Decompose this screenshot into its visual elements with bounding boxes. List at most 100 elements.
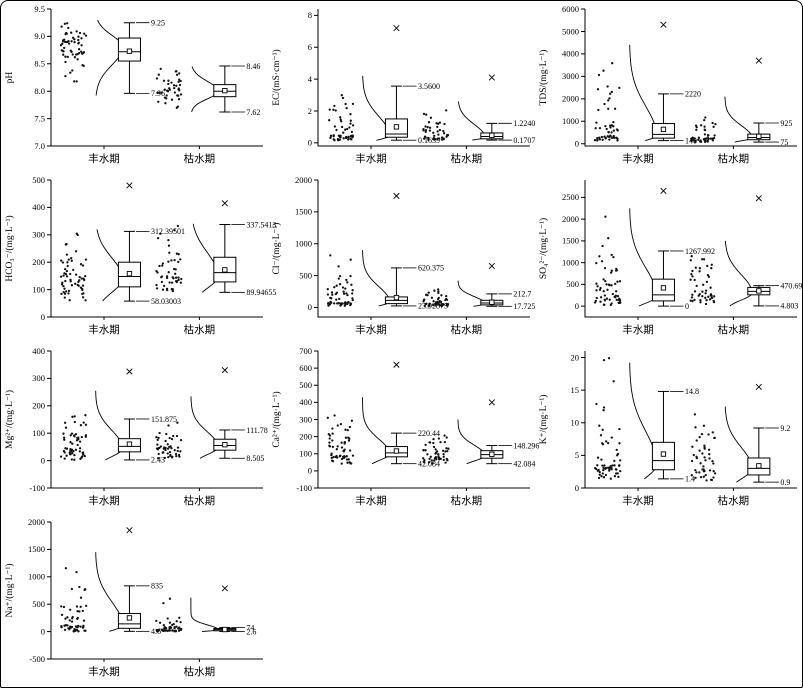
so4-dry-scatter-point	[698, 267, 702, 270]
ph-chart-svg: 7.07.58.08.59.09.5pH丰水期9.257.96枯水期8.467.…	[5, 4, 263, 165]
ec-ylabel: EC/(mS·cm⁻¹)	[271, 49, 282, 105]
k-wet-scatter-point	[603, 464, 606, 467]
hco3-wet-scatter-point	[77, 284, 80, 287]
mg-dry-scatter-point	[156, 443, 159, 446]
ph-wet-scatter-point	[75, 30, 78, 33]
ca-wet-scatter-point	[341, 455, 345, 459]
ph-wet-scatter-point	[62, 50, 65, 53]
cl-wet-scatter-point	[338, 297, 341, 301]
ca-wet-whisker-high-value: 220.44	[418, 429, 440, 438]
ca-wet-scatter-point	[336, 445, 339, 448]
mg-dry-scatter-point	[173, 449, 176, 452]
cl-dry-scatter-point	[432, 300, 435, 303]
hco3-dry-scatter-point	[168, 251, 171, 254]
ec-dry-category-label: 枯水期	[451, 152, 483, 165]
mg-ytick-label: 300	[32, 373, 45, 383]
ca-ylabel: Ca²⁺/(mg·L⁻¹)	[271, 391, 282, 447]
hco3-dry-scatter-point	[161, 288, 165, 291]
so4-wet-scatter-point	[614, 282, 617, 286]
ec-wet-scatter-point	[333, 104, 336, 108]
hco3-wet-scatter-point	[78, 279, 81, 282]
so4-dry-scatter-point	[709, 286, 712, 289]
ca-wet-scatter-point	[328, 437, 331, 440]
ca-wet-scatter-point	[331, 432, 334, 435]
ph-wet-scatter-point	[61, 40, 65, 43]
so4-wet-scatter-point	[601, 244, 604, 248]
ca-dry-scatter-point	[442, 455, 445, 458]
k-dry-scatter-point	[705, 479, 708, 482]
cl-dry-scatter-point	[434, 303, 437, 306]
na-ylabel: Na⁺/(mg·L⁻¹)	[4, 563, 15, 617]
tds-dry-scatter-point	[707, 134, 710, 137]
na-wet-scatter-point	[66, 616, 69, 619]
hco3-ytick-label: 200	[32, 257, 45, 267]
ca-wet-scatter-point	[350, 419, 354, 422]
na-wet-box	[117, 613, 141, 629]
na-wet-scatter-point	[75, 570, 78, 574]
ca-dry-scatter-point	[430, 459, 433, 462]
na-dry-scatter-point	[163, 625, 166, 629]
k-wet-scatter-point	[606, 441, 610, 445]
k-wet-scatter-point	[619, 459, 622, 462]
so4-dry-scatter-point	[693, 290, 697, 293]
hco3-wet-scatter-point	[69, 280, 72, 283]
ec-wet-scatter-point	[351, 124, 355, 127]
ec-dry-scatter-point	[422, 127, 425, 131]
na-wet-group: 丰水期 835 4.6	[60, 527, 163, 678]
ph-wet-scatter-point	[73, 41, 76, 44]
ph-dry-scatter-point	[156, 91, 159, 95]
ph-wet-mean-marker	[126, 48, 133, 54]
ec-dry-scatter-point	[437, 122, 440, 125]
tds-dry-scatter-point	[703, 139, 706, 142]
na-dry-scatter-point	[175, 625, 178, 628]
cl-wet-whisker-high-value: 620.375	[418, 264, 444, 273]
mg-wet-scatter-point	[70, 450, 73, 453]
cl-dry-scatter-point	[440, 294, 443, 297]
cl-dry-scatter-point	[423, 304, 427, 308]
k-wet-category-label: 丰水期	[622, 494, 654, 507]
na-dry-category-label: 枯水期	[184, 665, 216, 678]
mg-dry-category-label: 枯水期	[184, 494, 216, 507]
k-dry-scatter-point	[703, 447, 706, 450]
ca-wet-group: 丰水期 220.44 42.084	[326, 361, 440, 507]
na-wet-scatter-point	[76, 616, 79, 620]
ec-dry-whisker-low-value: 0.1707	[513, 136, 535, 145]
hco3-wet-scatter-point	[60, 283, 64, 286]
ca-dry-scatter-point	[441, 449, 445, 452]
cl-dry-scatter-point	[422, 298, 426, 302]
na-wet-scatter-point	[77, 624, 80, 628]
so4-wet-scatter-point	[615, 290, 618, 293]
mg-dry-scatter-point	[166, 452, 169, 455]
ca-dry-scatter-point	[447, 447, 450, 450]
tds-ytick-label: 4000	[562, 49, 579, 59]
tds-wet-scatter-point	[610, 136, 614, 139]
tds-ylabel: TDS/(mg·L⁻¹)	[538, 50, 549, 106]
ec-dry-scatter-point	[427, 138, 430, 141]
hco3-wet-scatter-point	[81, 284, 85, 287]
hco3-dry-scatter-point	[167, 271, 170, 274]
mg-dry-scatter-point	[165, 432, 168, 436]
cl-wet-scatter-point	[329, 300, 332, 304]
na-ytick-label: 1000	[28, 572, 45, 582]
ph-dry-scatter-point	[179, 93, 183, 96]
ec-wet-outlier-cross	[393, 24, 400, 32]
na-wet-whisker-high-value: 835	[151, 582, 163, 591]
tds-wet-scatter-point	[610, 90, 614, 94]
mg-dry-scatter-point	[170, 447, 173, 450]
ph-wet-scatter-point	[70, 40, 73, 43]
tds-dry-scatter-point	[711, 137, 714, 140]
hco3-wet-scatter-point	[67, 258, 70, 261]
hco3-dry-scatter-point	[176, 224, 180, 228]
tds-wet-scatter-point	[606, 135, 609, 138]
hco3-wet-scatter-point	[70, 259, 73, 262]
hco3-dry-scatter-point	[179, 281, 182, 284]
subplot-tds: 0 1000 2000 3000 4000 5000 6000 TDS/(mg·L⁻¹) 丰水期…	[535, 1, 802, 172]
ec-dry-scatter-point	[422, 112, 426, 116]
tds-dry-whisker-low-value: 75	[780, 138, 788, 147]
k-dry-scatter-point	[713, 472, 717, 475]
hco3-wet-whisker-high-value: 312.39501	[151, 227, 185, 236]
ph-wet-scatter-point	[80, 44, 83, 47]
hco3-dry-scatter-point	[170, 281, 174, 284]
so4-dry-scatter-point	[701, 295, 704, 298]
ca-dry-scatter-point	[424, 449, 427, 452]
